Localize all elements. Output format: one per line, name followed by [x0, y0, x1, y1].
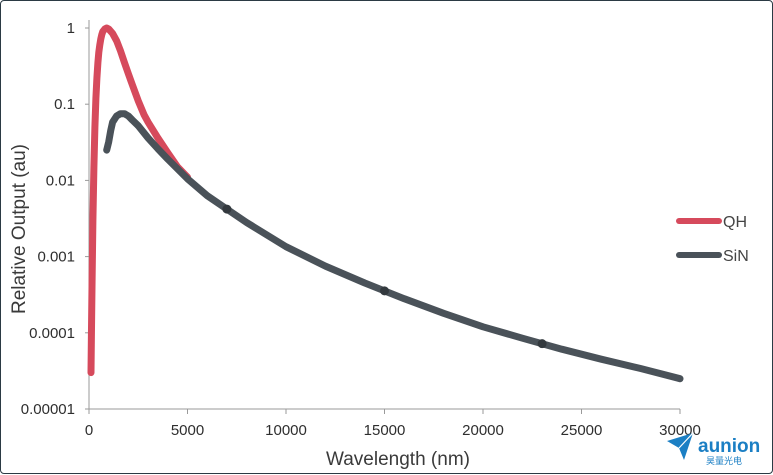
- series-layer: [87, 24, 684, 383]
- y-tick-label: 0.0001: [29, 325, 75, 342]
- x-tick-label: 20000: [462, 422, 504, 439]
- series-line-qh: [87, 24, 191, 377]
- x-axis-ticks: 0 5000 10000 15000 20000 25000 30000: [85, 409, 701, 439]
- x-tick-label: 15000: [364, 422, 406, 439]
- y-tick-label: 0.1: [54, 96, 75, 113]
- series-line-sin: [103, 110, 684, 383]
- x-tick-label: 25000: [561, 422, 603, 439]
- legend: QH SiN: [676, 214, 749, 265]
- x-axis-title: Wavelength (nm): [326, 449, 470, 470]
- series-point-sin: [537, 339, 547, 349]
- y-axis-title: Relative Output (au): [9, 144, 30, 314]
- y-tick-label: 0.001: [37, 249, 75, 266]
- brand-subtitle: 昊量光电: [706, 455, 742, 466]
- legend-label-sin: SiN: [723, 248, 749, 265]
- legend-label-qh: QH: [723, 214, 747, 231]
- x-tick-label: 10000: [265, 422, 307, 439]
- x-tick-label: 0: [85, 422, 93, 439]
- y-tick-label: 0.01: [46, 172, 75, 189]
- series-point-sin: [222, 204, 232, 214]
- x-tick-label: 5000: [171, 422, 204, 439]
- x-tick-label: 30000: [659, 422, 701, 439]
- y-tick-label: 0.00001: [21, 401, 75, 418]
- y-axis-ticks: 1 0.1 0.01 0.001 0.0001 0.00001: [21, 20, 89, 418]
- brand-logo: aunion 昊量光电: [667, 432, 760, 466]
- series-point-sin: [380, 286, 389, 296]
- y-tick-label: 1: [67, 20, 75, 37]
- brand-name: aunion: [698, 436, 760, 457]
- axes: [88, 20, 680, 410]
